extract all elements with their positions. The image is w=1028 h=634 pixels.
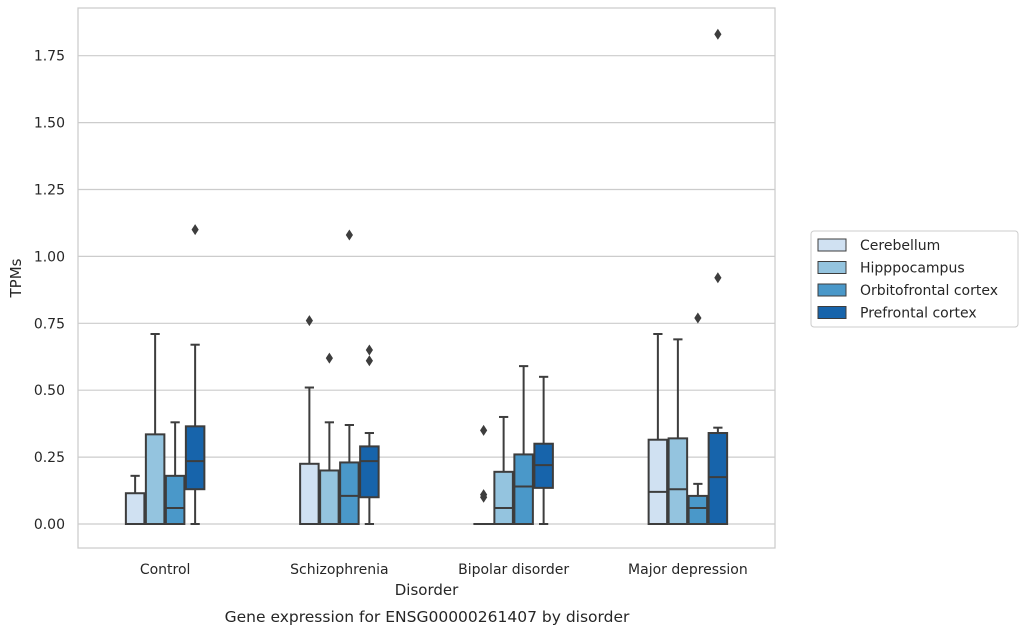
y-tick-label: 0.00 [34,517,65,533]
box-body [299,462,320,526]
box-groups [124,28,729,526]
tick-labels: 0.00 0.25 0.50 0.75 1.00 1.25 1.50 1.75 Control S… [34,49,748,578]
box-major-depression-orbitofrontal-cortex [687,312,709,526]
legend-swatch-cerebellum [817,238,847,252]
box-body [493,470,514,525]
box-schizophrenia-prefrontal-cortex [359,344,380,525]
box-body [164,474,186,525]
box-major-depression-cerebellum [647,333,669,525]
box-body [513,453,534,526]
box-body [667,437,689,526]
box-major-depression-prefrontal-cortex [707,28,729,525]
y-tick-label: 1.50 [34,116,65,132]
legend-frame [810,230,1019,328]
legend-swatch-orbitofrontal-cortex [817,283,847,297]
box-body [319,469,340,526]
y-tick-label: 0.25 [34,450,65,466]
box-schizophrenia-orbitofrontal-cortex [339,229,360,525]
legend: Cerebellum Hipppocampus Orbitofrontal cort… [810,230,1019,328]
box-bipolar-disorder-orbitofrontal-cortex [513,365,534,526]
outlier-point [325,352,333,364]
box-major-depression-hipppocampus [667,338,689,526]
chart-caption: Gene expression for ENSG00000261407 by d… [225,608,630,626]
box-control-prefrontal-cortex [184,224,206,525]
outlier-point [365,344,373,356]
box-body [339,461,360,525]
x-tick-label-bipolar-disorder: Bipolar disorder [458,562,569,578]
box-schizophrenia-hipppocampus [319,352,340,526]
outlier-point [694,312,702,324]
box-control-orbitofrontal-cortex [164,421,186,525]
y-tick-label: 1.75 [34,49,65,65]
box-bipolar-disorder-cerebellum [473,424,494,526]
legend-label-cerebellum: Cerebellum [860,238,940,254]
outlier-point [305,315,313,327]
outlier-point [191,224,199,236]
box-body [687,494,709,526]
box-control-cerebellum [124,474,146,526]
box-bipolar-disorder-hipppocampus [493,415,514,525]
outlier-point [714,272,722,284]
outlier-point [480,491,488,503]
outlier-point [714,28,722,40]
outlier-point [480,424,488,436]
outlier-point [345,229,353,241]
box-body [144,433,166,526]
y-axis-title: TPMs [7,258,25,298]
box-body [124,492,146,526]
legend-swatch-hipppocampus [817,261,847,274]
legend-label-prefrontal-cortex: Prefrontal cortex [860,306,977,322]
y-tick-label: 0.75 [34,316,65,332]
y-tick-label: 1.25 [34,183,65,199]
box-schizophrenia-cerebellum [299,315,320,526]
y-tick-label: 1.00 [34,249,65,265]
box-control-hipppocampus [144,333,166,526]
box-body [184,425,206,491]
legend-label-orbitofrontal-cortex: Orbitofrontal cortex [860,283,998,299]
x-axis-title: Disorder [395,581,459,599]
box-body [707,432,729,525]
legend-swatch-prefrontal-cortex [817,306,847,319]
x-tick-label-schizophrenia: Schizophrenia [290,562,388,578]
box-bipolar-disorder-prefrontal-cortex [533,375,554,525]
outlier-point [365,355,373,367]
box-body [647,438,669,525]
legend-label-hipppocampus: Hipppocampus [860,261,965,277]
y-tick-label: 0.50 [34,383,65,399]
box-body [359,445,380,499]
plot-frame [77,7,776,549]
x-tick-label-control: Control [140,562,191,578]
x-tick-label-major-depression: Major depression [628,562,748,578]
